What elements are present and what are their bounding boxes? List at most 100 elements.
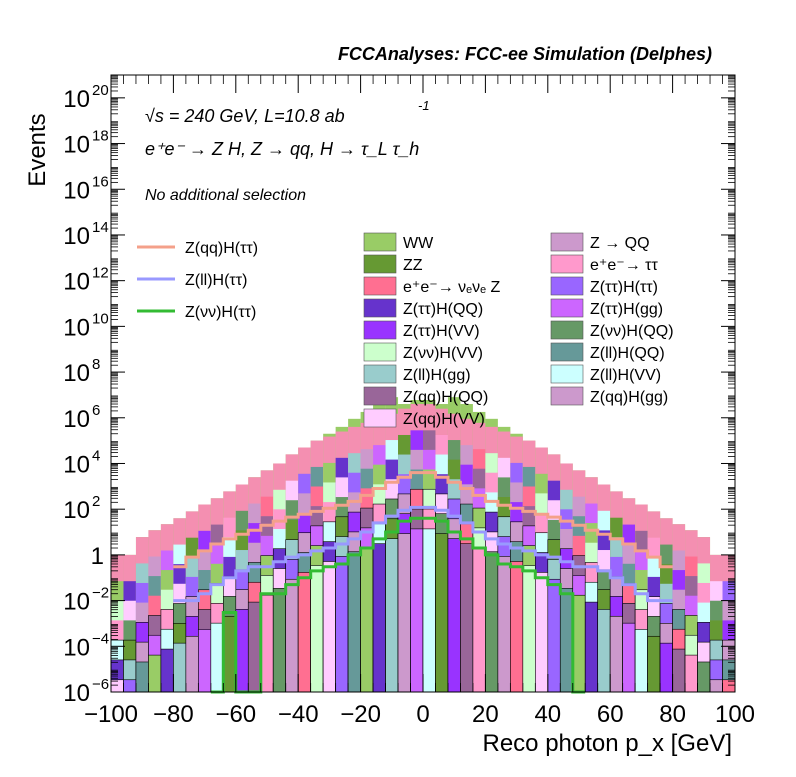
histogram-bin [173,518,187,693]
histogram-bin [472,411,486,693]
histogram-bar-layer [185,635,199,693]
histogram-bar-layer [422,528,436,693]
histogram-bar-layer [609,615,623,693]
legend-swatch [363,276,397,296]
histogram-bin [609,491,623,693]
legend: Z(qq)H(ττ) Z(ll)H(ττ) Z(νν)H(ττ) WW ZZ e⁺e⁻→ … [137,232,674,428]
energy-superscript: -1 [418,98,430,113]
histogram-bar-layer [410,528,424,693]
histogram-bar-layer [372,543,386,693]
legend-label: Z → QQ [590,235,650,252]
y-tick-label: 10 [63,680,90,707]
histogram-bin [422,399,436,693]
legend-swatch [363,298,397,318]
histogram-bar-layer [148,654,162,693]
histogram-bar-layer [335,556,349,693]
y-tick-exponent: 20 [92,82,109,99]
histogram-bin [210,498,224,693]
y-tick-exponent: −2 [92,585,109,602]
histogram-bar-layer [697,661,711,693]
histogram-bin [684,530,698,693]
legend-signal-label: Z(ll)H(ττ) [185,272,247,289]
histogram-bar-layer [485,551,499,693]
legend-swatch [550,342,584,362]
legend-label: Z(ll)H(VV) [590,367,661,384]
legend-label: ZZ [403,257,423,274]
histogram-bin [235,484,249,693]
legend-label: Z(ll)H(gg) [403,367,471,384]
histogram-bin [360,411,374,693]
histogram-bar-layer [285,578,299,693]
y-tick-exponent: 16 [92,173,109,190]
legend-label: Z(ττ)H(gg) [590,301,663,318]
histogram-bin [672,524,686,693]
signal-line [173,471,673,569]
signal-line [210,516,586,694]
legend-swatch [363,320,397,340]
histogram-bin [535,447,549,693]
x-tick-label: −40 [278,701,319,728]
legend-label: Z(qq)H(gg) [590,389,668,406]
histogram-bin [697,537,711,693]
histogram-bar-layer [460,543,474,693]
histogram-bar-layer [123,679,137,693]
legend-swatch [363,386,397,406]
histogram-bar-layer [160,648,174,693]
histogram-bar-layer [510,561,524,693]
y-tick-label: 10 [63,589,90,616]
y-tick-label: 10 [63,86,90,113]
histogram-bin [547,454,561,693]
histogram-bar-layer [198,629,212,693]
histogram-bar-layer [647,635,661,693]
legend-label: e⁺e⁻→ ττ [590,257,658,274]
histogram-bin [435,404,449,693]
histogram-bin [223,491,237,693]
histogram-bar-layer [223,615,237,693]
histogram-bar-layer [547,578,561,693]
legend-swatch [550,298,584,318]
histogram-bar-layer [435,533,449,693]
y-tick-exponent: 14 [92,219,109,236]
y-tick-exponent: −4 [92,630,109,647]
legend-label: Z(ττ)H(VV) [403,323,480,340]
legend-signal-label: Z(νν)H(ττ) [185,304,256,321]
histogram-bin [460,404,474,693]
legend-label: Z(qq)H(QQ) [403,389,488,406]
legend-label: WW [403,235,434,252]
energy-label: √s = 240 GeV, L=10.8 ab [145,106,345,126]
histogram-bar-layer [584,601,599,693]
histogram-bin [335,426,349,693]
legend-label: Z(νν)H(QQ) [590,323,674,340]
histogram-bar-layer [447,538,461,693]
legend-swatch [363,232,397,252]
histogram-bar-layer [272,588,287,693]
histogram-bin [634,504,648,693]
x-tick-label: −80 [153,701,194,728]
histogram-bin [497,426,511,693]
histogram-bin [310,440,324,693]
histogram-bin [285,454,299,693]
x-tick-label: 60 [597,701,624,728]
x-tick-label: −100 [84,701,138,728]
y-tick-exponent: 10 [92,310,109,327]
legend-label: Z(ττ)H(ττ) [590,279,658,296]
x-axis-label: Reco photon p_x [GeV] [483,730,733,757]
legend-swatch [363,342,397,362]
histogram-bar-layer [709,679,723,693]
histogram-bin [659,518,673,693]
x-tick-label: 100 [715,701,755,728]
y-tick-label: 10 [63,132,90,159]
histogram-bar-layer [322,561,336,693]
y-axis-label: Events [24,113,51,186]
legend-label: Z(νν)H(VV) [403,345,483,362]
histogram-bar-layer [559,588,574,693]
y-tick-exponent: 12 [92,265,109,282]
histogram-bin [372,404,386,693]
signal-lines [173,471,673,694]
process-label: e⁺e⁻ → Z H, Z → qq, H → τ_L τ_h [145,139,419,159]
histogram-bar-layer [672,648,686,693]
histogram-bar-layer [597,609,611,693]
histogram-bar-layer [572,594,586,693]
histogram-bin [597,484,611,693]
